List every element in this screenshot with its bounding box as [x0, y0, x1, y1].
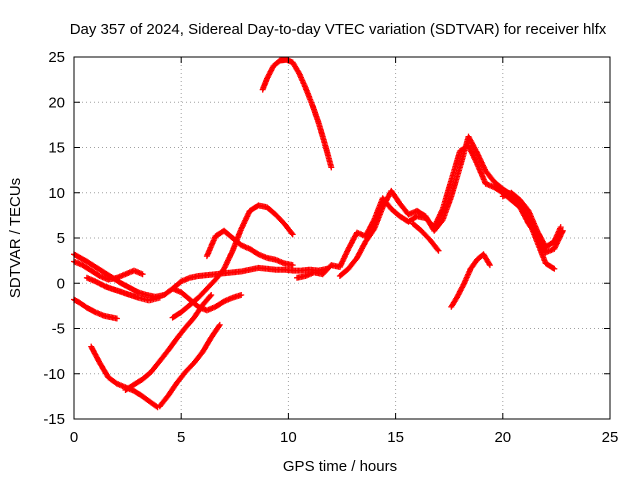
- series-s7: [83, 274, 163, 304]
- series-markers: [336, 133, 558, 279]
- y-tick-label: 25: [48, 49, 65, 66]
- x-tick-label: 0: [70, 429, 78, 446]
- series-markers: [122, 292, 215, 393]
- x-tick-label: 20: [494, 429, 511, 446]
- series-markers: [156, 321, 223, 410]
- y-tick-label: -5: [52, 321, 65, 338]
- x-tick-label: 5: [177, 429, 185, 446]
- series-markers: [88, 343, 161, 411]
- series-s4: [122, 292, 215, 393]
- series-markers: [409, 220, 442, 254]
- series-s16: [499, 189, 564, 251]
- series-markers: [83, 274, 163, 304]
- y-tick-label: 5: [57, 230, 65, 247]
- x-tick-label: 10: [280, 429, 297, 446]
- x-tick-label: 25: [602, 429, 619, 446]
- series-s9: [169, 202, 296, 321]
- x-axis-label: GPS time / hours: [283, 458, 397, 475]
- y-tick-label: 15: [48, 140, 65, 157]
- chart-title: Day 357 of 2024, Sidereal Day-to-day VTE…: [70, 21, 607, 38]
- grid: [74, 57, 610, 419]
- axis-ticks: 0 5 10 15 20 25 -15 -10 -5 0 5 10 15 20 25: [43, 49, 618, 446]
- series-s14: [409, 220, 442, 254]
- series-markers: [259, 56, 335, 171]
- series-markers: [499, 189, 564, 251]
- series-s15: [448, 251, 493, 310]
- series-s5: [156, 321, 223, 410]
- series-s3: [88, 343, 161, 411]
- series-s13: [336, 133, 558, 279]
- y-tick-label: -10: [43, 366, 65, 383]
- series-markers: [169, 202, 296, 321]
- series-markers: [203, 227, 296, 269]
- series-s10: [203, 227, 296, 269]
- y-tick-label: 0: [57, 275, 65, 292]
- y-axis-label: SDTVAR / TECUs: [7, 178, 24, 298]
- y-tick-label: 20: [48, 94, 65, 111]
- y-tick-label: 10: [48, 185, 65, 202]
- y-tick-label: -15: [43, 411, 65, 428]
- series-s11: [259, 56, 335, 171]
- series-markers: [448, 251, 493, 310]
- x-tick-label: 15: [387, 429, 404, 446]
